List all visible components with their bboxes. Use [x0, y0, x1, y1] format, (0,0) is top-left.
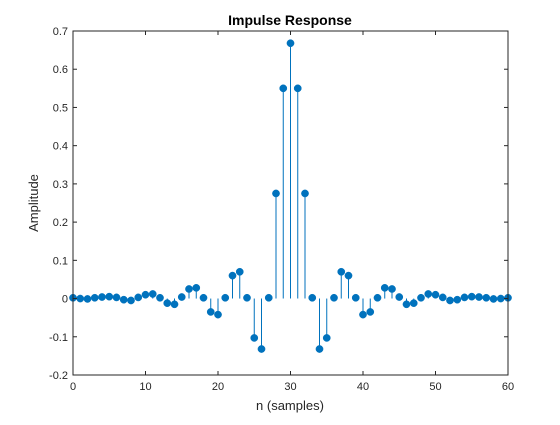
stem-marker: [76, 294, 85, 303]
stem-marker: [279, 84, 288, 93]
y-tick-label: 0.7: [53, 26, 68, 38]
stem-marker: [119, 295, 128, 304]
stem-marker: [83, 295, 92, 303]
stem-marker: [272, 189, 280, 198]
x-tick-label: 40: [357, 381, 369, 393]
stem-marker: [388, 285, 396, 293]
stem-marker: [402, 300, 411, 309]
stem-marker: [134, 293, 143, 302]
stem-marker: [351, 293, 360, 302]
stem-marker: [105, 292, 114, 301]
stem-marker: [322, 334, 331, 342]
stem-marker: [177, 293, 186, 301]
stem-marker: [112, 293, 121, 302]
stem-series: [69, 39, 512, 353]
stem-marker: [221, 293, 230, 302]
x-tick-label: 60: [502, 381, 514, 393]
y-tick-label: 0.6: [53, 64, 68, 76]
stem-marker: [127, 296, 135, 305]
stem-marker: [344, 271, 353, 280]
y-tick-label: 0.3: [53, 179, 68, 191]
x-axis-label: n (samples): [256, 398, 324, 413]
stem-marker: [380, 284, 389, 292]
chart-title: Impulse Response: [228, 12, 352, 28]
stem-marker: [163, 299, 172, 307]
stem-marker: [453, 295, 462, 304]
stem-marker: [424, 290, 433, 298]
stem-marker: [214, 310, 222, 319]
stem-marker: [438, 293, 447, 302]
stem-marker: [228, 271, 237, 280]
y-tick-label: 0.5: [53, 102, 68, 114]
stem-marker: [395, 293, 404, 301]
stem-marker: [496, 294, 505, 303]
stem-marker: [141, 290, 150, 299]
stem-marker: [467, 292, 476, 301]
stem-marker: [330, 293, 338, 302]
x-tick-label: 0: [70, 381, 76, 393]
stem-marker: [250, 334, 259, 342]
y-tick-label: -0.1: [49, 332, 68, 344]
y-tick-label: 0: [62, 294, 68, 306]
y-tick-label: -0.2: [49, 370, 68, 382]
stem-marker: [373, 293, 382, 302]
stem-marker: [90, 293, 99, 302]
stem-marker: [257, 345, 266, 353]
stem-marker: [366, 308, 375, 316]
stem-marker: [489, 295, 498, 303]
stem-marker: [431, 290, 440, 299]
y-tick-label: 0.2: [53, 217, 68, 229]
stem-marker: [359, 310, 367, 319]
stem-marker: [446, 296, 454, 305]
stem-marker: [199, 293, 208, 302]
stem-marker: [315, 345, 324, 353]
stem-marker: [206, 308, 215, 316]
stem-marker: [192, 284, 201, 292]
stem-marker: [286, 39, 295, 48]
stem-marker: [243, 293, 251, 302]
y-tick-label: 0.1: [53, 255, 68, 267]
stem-marker: [308, 293, 317, 302]
y-tick-label: 0.4: [53, 141, 68, 153]
x-tick-label: 10: [139, 381, 151, 393]
x-axis-ticks: 0 10 20 30 40 50 60: [70, 31, 514, 393]
y-axis-label: Amplitude: [26, 174, 41, 232]
x-tick-label: 20: [212, 381, 224, 393]
stem-marker: [98, 293, 106, 301]
stem-marker: [293, 84, 302, 93]
x-tick-label: 50: [429, 381, 441, 393]
stem-marker: [301, 189, 309, 198]
stem-marker: [148, 290, 157, 298]
stem-marker: [482, 293, 491, 302]
stem-marker: [460, 293, 469, 302]
stem-marker: [264, 293, 273, 302]
stem-marker: [475, 293, 483, 301]
stem-marker: [170, 300, 179, 309]
stem-marker: [156, 293, 164, 302]
y-axis-ticks: -0.2 -0.1 0 0.1 0.2 0.3 0.4 0.5 0.6 0.7: [49, 26, 508, 382]
stem-marker: [185, 285, 193, 293]
stem-marker: [417, 293, 425, 302]
stem-marker: [409, 299, 418, 307]
stem-marker: [235, 267, 244, 276]
stem-marker: [337, 267, 346, 276]
x-tick-label: 30: [284, 381, 296, 393]
